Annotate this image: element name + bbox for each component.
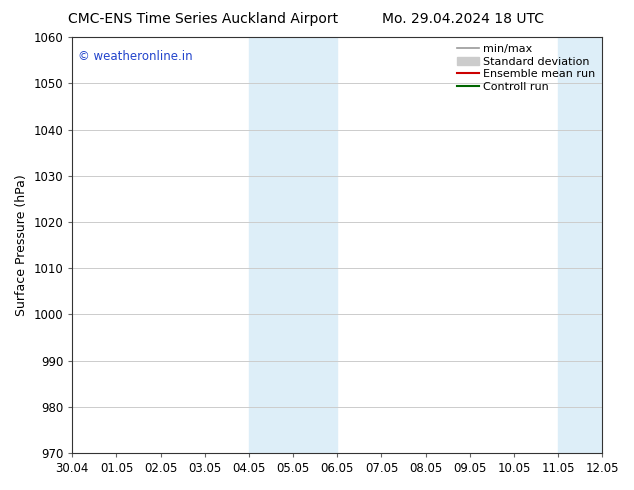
Bar — [249, 37, 337, 453]
Text: Mo. 29.04.2024 18 UTC: Mo. 29.04.2024 18 UTC — [382, 12, 544, 26]
Y-axis label: Surface Pressure (hPa): Surface Pressure (hPa) — [15, 174, 28, 316]
Bar — [558, 37, 602, 453]
Legend: min/max, Standard deviation, Ensemble mean run, Controll run: min/max, Standard deviation, Ensemble me… — [452, 39, 600, 97]
Text: CMC-ENS Time Series Auckland Airport: CMC-ENS Time Series Auckland Airport — [68, 12, 338, 26]
Text: © weatheronline.in: © weatheronline.in — [77, 49, 192, 63]
